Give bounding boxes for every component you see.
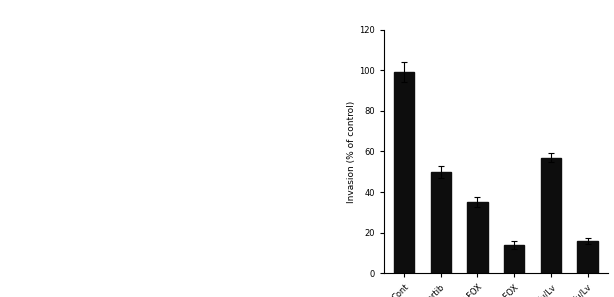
Bar bbox=[430, 172, 451, 273]
Bar bbox=[541, 157, 561, 273]
Bar bbox=[504, 245, 524, 273]
Bar bbox=[467, 202, 488, 273]
Y-axis label: Invasion (% of control): Invasion (% of control) bbox=[347, 100, 356, 203]
Bar bbox=[394, 72, 414, 273]
Bar bbox=[578, 241, 597, 273]
